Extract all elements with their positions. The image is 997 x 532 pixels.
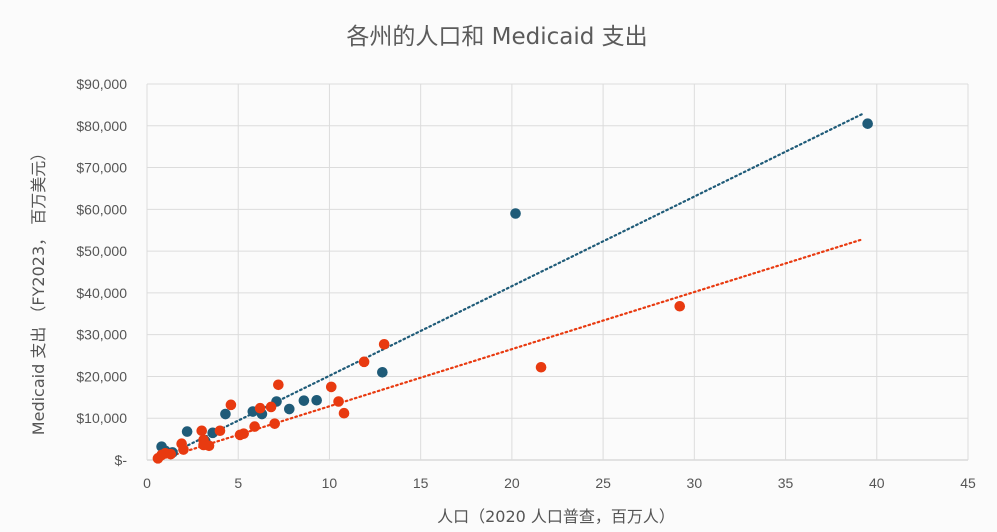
data-point bbox=[178, 444, 189, 455]
y-tick-label: $70,000 bbox=[76, 160, 127, 176]
x-tick-label: 40 bbox=[869, 475, 885, 491]
data-point bbox=[298, 395, 310, 406]
y-tick-label: $10,000 bbox=[76, 410, 127, 426]
data-point bbox=[269, 418, 281, 429]
y-tick-label: $20,000 bbox=[76, 368, 127, 384]
data-point bbox=[311, 394, 322, 406]
y-tick-label: $90,000 bbox=[76, 76, 127, 92]
x-tick-labels: 0 5 10 15 20 25 30 35 40 45 bbox=[143, 475, 976, 491]
data-point bbox=[333, 396, 344, 407]
data-point bbox=[862, 118, 873, 129]
y-tick-label: $30,000 bbox=[76, 327, 127, 343]
y-axis-title: Medicaid 支出 （FY2023， 百万美元） bbox=[29, 145, 48, 435]
x-tick-label: 15 bbox=[413, 475, 429, 491]
data-point bbox=[181, 426, 193, 437]
x-tick-label: 25 bbox=[595, 475, 611, 491]
data-point bbox=[265, 401, 277, 413]
data-point bbox=[325, 381, 337, 393]
data-point bbox=[254, 402, 266, 414]
x-tick-label: 0 bbox=[143, 475, 151, 491]
x-tick-label: 20 bbox=[504, 475, 520, 491]
trendline bbox=[156, 238, 864, 462]
y-tick-label: $60,000 bbox=[76, 201, 127, 217]
data-point bbox=[214, 425, 226, 437]
data-point bbox=[203, 440, 215, 452]
x-tick-label: 45 bbox=[960, 475, 976, 491]
data-point bbox=[338, 407, 350, 419]
data-point bbox=[358, 356, 370, 368]
x-axis-title: 人口（2020 人口普查，百万人） bbox=[437, 507, 675, 526]
chart-title: 各州的人口和 Medicaid 支出 bbox=[346, 24, 647, 50]
data-point bbox=[535, 361, 547, 373]
x-tick-label: 35 bbox=[778, 475, 794, 491]
y-tick-label: $80,000 bbox=[76, 118, 127, 134]
y-tick-label: $- bbox=[115, 452, 128, 468]
data-point bbox=[196, 425, 208, 437]
data-point bbox=[249, 421, 260, 432]
data-point bbox=[377, 366, 388, 378]
data-point bbox=[165, 448, 177, 460]
y-tick-label: $40,000 bbox=[76, 285, 127, 301]
data-point bbox=[378, 338, 390, 350]
gridlines bbox=[146, 83, 969, 461]
x-tick-label: 5 bbox=[234, 475, 242, 491]
data-point bbox=[674, 300, 686, 312]
data-point bbox=[284, 403, 295, 415]
data-points bbox=[152, 118, 873, 464]
data-point bbox=[225, 399, 237, 411]
x-tick-label: 30 bbox=[687, 475, 703, 491]
x-tick-label: 10 bbox=[322, 475, 338, 491]
data-point bbox=[510, 208, 521, 219]
data-point bbox=[220, 408, 231, 420]
data-point bbox=[273, 379, 284, 391]
y-tick-label: $50,000 bbox=[76, 243, 127, 259]
data-point bbox=[238, 428, 249, 439]
y-tick-labels: $- $10,000 $20,000 $30,000 $40,000 $50,000 $60… bbox=[76, 76, 127, 468]
